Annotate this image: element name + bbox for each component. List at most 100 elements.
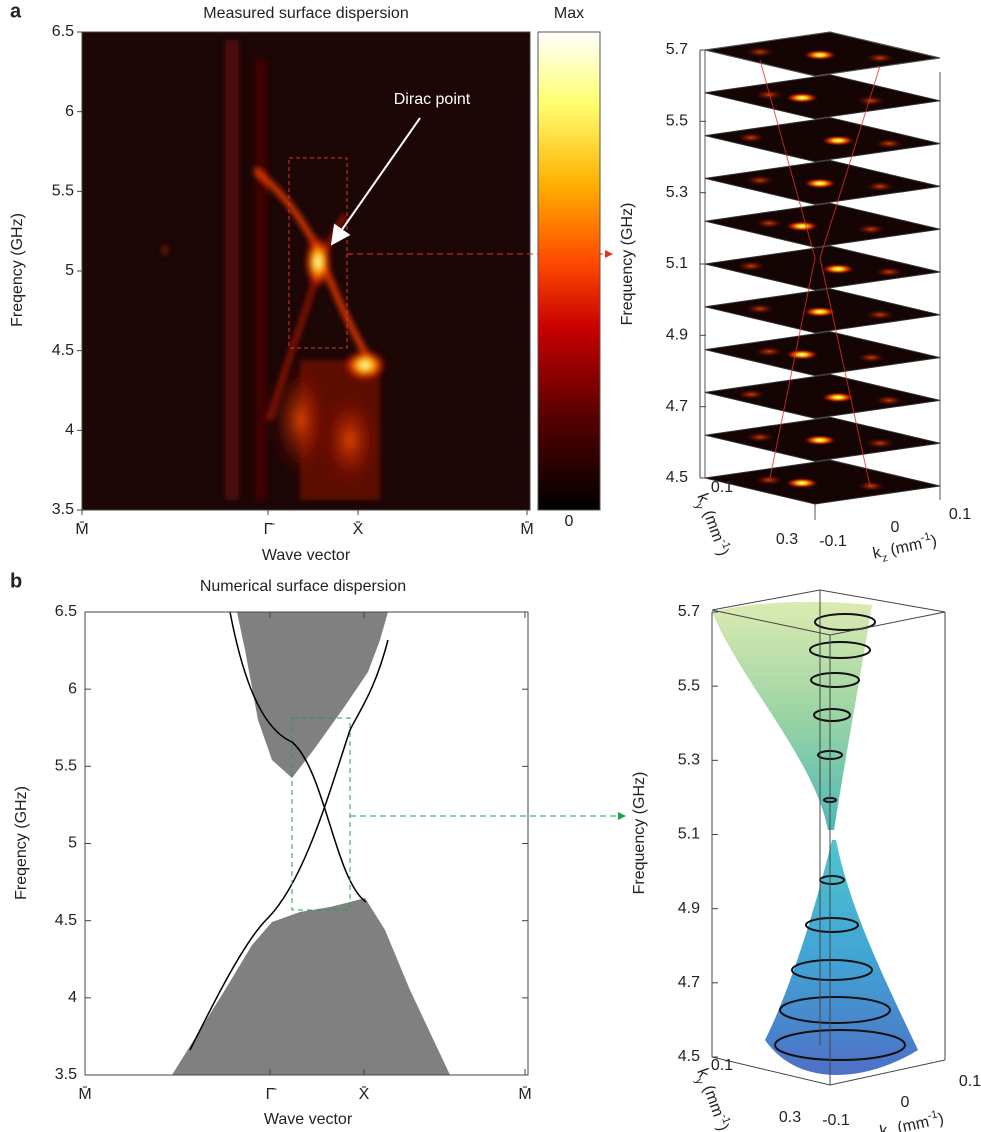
y-tick-label: 5.5 bbox=[52, 183, 74, 200]
y-tick-label: 5.1 bbox=[678, 826, 700, 843]
axis-label-part: (mm bbox=[892, 1114, 931, 1132]
slice-hotspot bbox=[822, 392, 854, 403]
y-axis-label: Freqency (GHz) bbox=[9, 213, 26, 327]
axis-label-part: (mm bbox=[885, 536, 924, 560]
y-tick-label: 6 bbox=[65, 103, 74, 120]
k-slice bbox=[704, 459, 941, 505]
kz-tick-label: 0.1 bbox=[959, 1073, 981, 1090]
x-axis-label: Wave vector bbox=[264, 1111, 353, 1128]
axis-label-part: z bbox=[881, 552, 889, 565]
slice-hotspot bbox=[875, 267, 903, 277]
y-tick-label: 4 bbox=[65, 422, 74, 439]
y-tick-label: 4.5 bbox=[678, 1048, 700, 1065]
axis-label-part: -1 bbox=[927, 1109, 939, 1123]
y-tick-label: 6 bbox=[68, 680, 77, 697]
y-tick-label: 3.5 bbox=[55, 1066, 77, 1083]
y-axis-label: Frequency (GHz) bbox=[619, 203, 636, 326]
colorbar-label: Max bbox=[554, 5, 584, 22]
slice-hotspot bbox=[737, 261, 765, 271]
y-tick-label: 4.9 bbox=[678, 900, 700, 917]
slice-hotspot bbox=[866, 181, 894, 192]
slice-hotspot bbox=[786, 349, 818, 360]
slice-hotspot bbox=[822, 135, 854, 146]
bulk-band bbox=[237, 612, 388, 778]
x-axis-label: Wave vector bbox=[262, 547, 351, 564]
slice-hotspot bbox=[866, 438, 894, 449]
panel-label: b bbox=[10, 570, 22, 592]
y-axis-label: Frequency (GHz) bbox=[631, 772, 648, 895]
kz-tick-label: 0 bbox=[901, 1094, 910, 1111]
y-tick-label: 4.9 bbox=[666, 327, 688, 344]
kz-tick-label: -0.1 bbox=[819, 533, 847, 550]
annotation: Dirac point bbox=[394, 91, 471, 108]
y-tick-label: 5.5 bbox=[678, 677, 700, 694]
y-tick-label: 4.5 bbox=[666, 469, 688, 486]
axis-label-part: k bbox=[878, 1122, 890, 1132]
slice-hotspot bbox=[804, 306, 836, 317]
y-tick-label: 5.5 bbox=[55, 758, 77, 775]
y-tick-label: 3.5 bbox=[52, 501, 74, 518]
axis-label-part: -1 bbox=[718, 1112, 733, 1125]
slice-hotspot bbox=[875, 138, 903, 149]
box-edge bbox=[704, 31, 941, 77]
y-tick-label: 4.5 bbox=[52, 342, 74, 359]
slice-hotspot bbox=[746, 47, 774, 57]
slice-hotspot bbox=[857, 352, 885, 363]
y-tick-label: 5.7 bbox=[678, 603, 700, 620]
y-tick-label: 4.5 bbox=[55, 912, 77, 929]
slice-hotspot bbox=[866, 309, 894, 320]
colorbar bbox=[537, 31, 601, 511]
axis-label-part: y bbox=[692, 1077, 705, 1087]
axis-label-part: ) bbox=[930, 533, 939, 551]
zoom-box bbox=[291, 717, 351, 911]
x-tick-label: M̄ bbox=[520, 521, 533, 538]
x-tick-label: Γ̄ bbox=[264, 521, 276, 538]
x-tick-label: X̄ bbox=[359, 1086, 370, 1103]
colorbar-label: 0 bbox=[565, 513, 574, 530]
x-tick-label: Γ̄ bbox=[266, 1086, 278, 1103]
slice-hotspot bbox=[755, 475, 783, 485]
k-slice bbox=[704, 331, 941, 377]
slice-hotspot bbox=[746, 432, 774, 443]
axis-label-part: z bbox=[888, 1130, 896, 1132]
y-tick-label: 5.1 bbox=[666, 255, 688, 272]
slice-hotspot bbox=[755, 218, 783, 229]
axis-label-part: ) bbox=[714, 548, 732, 559]
bulk-band bbox=[172, 898, 450, 1075]
k-slice bbox=[704, 74, 941, 120]
slice-hotspot bbox=[746, 303, 774, 314]
chart-title: Numerical surface dispersion bbox=[200, 578, 406, 595]
y-tick-label: 5.5 bbox=[666, 113, 688, 130]
y-tick-label: 4.7 bbox=[678, 974, 700, 991]
axis-label-part: (mm bbox=[698, 504, 726, 544]
slice-hotspot bbox=[857, 481, 885, 491]
slice-hotspot bbox=[786, 221, 818, 232]
panel-label: a bbox=[10, 0, 22, 22]
slice-hotspot bbox=[746, 175, 774, 186]
ky-tick-label: 0.3 bbox=[779, 1109, 801, 1126]
x-tick-label: M̄ bbox=[518, 1086, 531, 1103]
y-tick-label: 4 bbox=[68, 989, 77, 1006]
axis-label-part: ) bbox=[937, 1111, 946, 1129]
axis-label: ky (mm-1) bbox=[690, 490, 735, 559]
slice-hotspot bbox=[755, 89, 783, 100]
y-tick-label: 5 bbox=[68, 835, 77, 852]
slice-hotspot bbox=[804, 178, 836, 189]
y-tick-label: 6.5 bbox=[55, 603, 77, 620]
dirac-cone bbox=[711, 589, 946, 1086]
chart-title: Measured surface dispersion bbox=[203, 5, 408, 22]
slice-hotspot bbox=[857, 224, 885, 235]
slice-hotspot bbox=[786, 92, 818, 103]
dispersion-line bbox=[759, 59, 881, 487]
y-tick-label: 5.3 bbox=[666, 184, 688, 201]
y-tick-label: 5 bbox=[65, 262, 74, 279]
axis-label-part: -1 bbox=[718, 537, 733, 550]
slice-hotspot bbox=[737, 389, 765, 400]
axis-label: kz (mm-1) bbox=[878, 1107, 947, 1132]
y-tick-label: 5.3 bbox=[678, 752, 700, 769]
surface-state bbox=[229, 611, 367, 903]
slice-hotspot bbox=[866, 53, 894, 63]
y-tick-label: 6.5 bbox=[52, 23, 74, 40]
surface-state bbox=[189, 639, 389, 1051]
